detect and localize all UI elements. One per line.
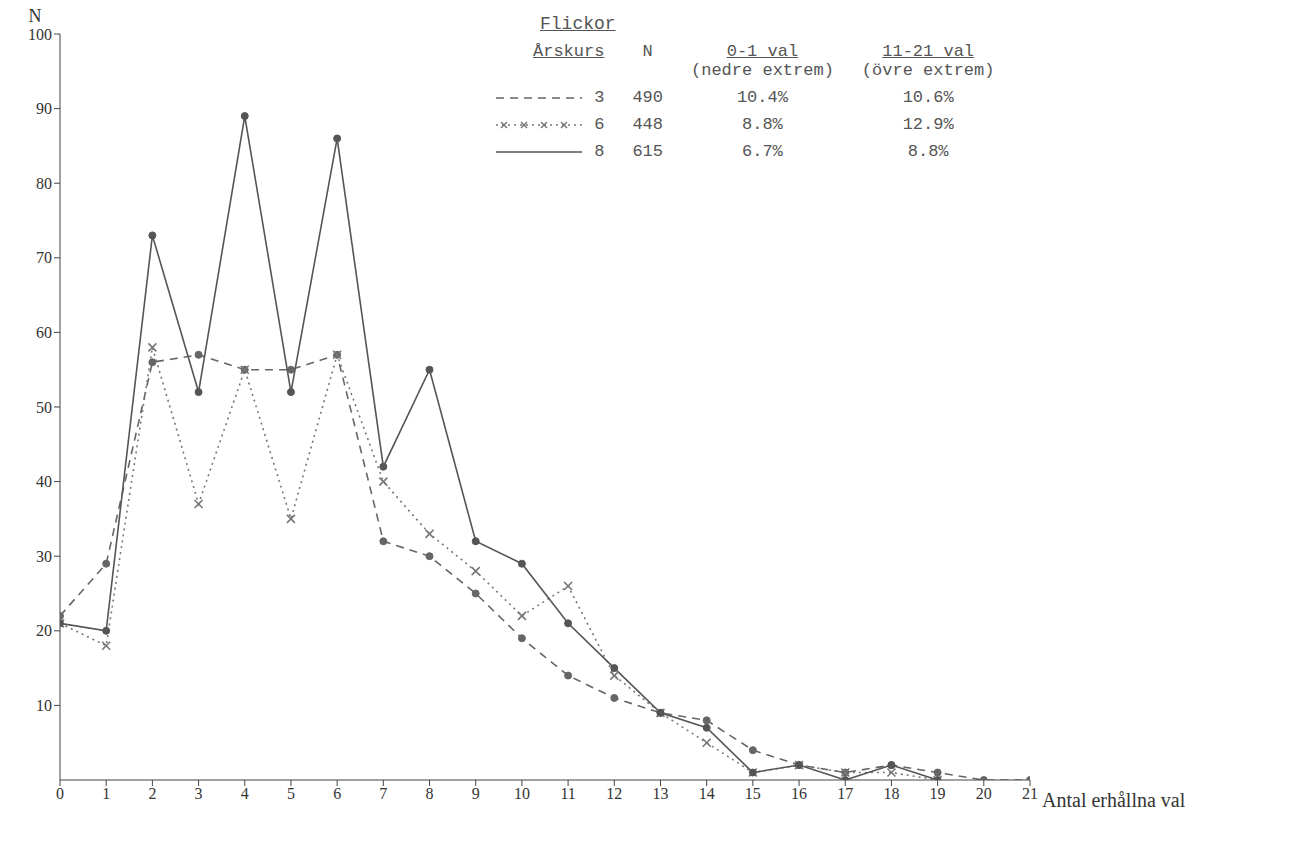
svg-text:20: 20	[36, 622, 52, 639]
svg-text:30: 30	[36, 548, 52, 565]
html-text:615: 615	[632, 142, 663, 161]
svg-text:6: 6	[333, 785, 341, 802]
html-text:8.8%: 8.8%	[907, 142, 949, 161]
html-text:0-1 val: 0-1 val	[726, 42, 799, 61]
svg-text:13: 13	[652, 785, 668, 802]
svg-text:8: 8	[426, 785, 434, 802]
html-text:10.4%: 10.4%	[736, 88, 788, 107]
svg-text:14: 14	[699, 785, 715, 802]
html-text:(nedre extrem): (nedre extrem)	[691, 61, 834, 80]
html-text:490: 490	[632, 88, 663, 107]
html-text:8.8%: 8.8%	[742, 115, 783, 134]
svg-text:100: 100	[28, 26, 52, 43]
svg-text:Antal erhållna val: Antal erhållna val	[1042, 789, 1186, 811]
svg-text:0: 0	[56, 785, 64, 802]
svg-text:12: 12	[606, 785, 622, 802]
svg-text:15: 15	[745, 785, 761, 802]
svg-text:1: 1	[102, 785, 110, 802]
svg-text:11: 11	[560, 785, 575, 802]
svg-text:80: 80	[36, 175, 52, 192]
svg-text:N: N	[29, 6, 42, 26]
svg-text:10: 10	[36, 697, 52, 714]
html-text:6: 6	[594, 115, 605, 134]
svg-text:2: 2	[148, 785, 156, 802]
svg-text:5: 5	[287, 785, 295, 802]
svg-text:3: 3	[195, 785, 203, 802]
svg-text:9: 9	[472, 785, 480, 802]
svg-text:60: 60	[36, 324, 52, 341]
html-text:11-21 val: 11-21 val	[882, 42, 975, 61]
svg-text:16: 16	[791, 785, 807, 802]
svg-text:70: 70	[36, 249, 52, 266]
svg-text:50: 50	[36, 399, 52, 416]
html-text:(övre extrem): (övre extrem)	[861, 61, 995, 80]
svg-text:90: 90	[36, 100, 52, 117]
svg-text:7: 7	[379, 785, 387, 802]
html-text:3: 3	[594, 88, 605, 107]
html-text:12.9%: 12.9%	[902, 115, 954, 134]
html-text:10.6%: 10.6%	[902, 88, 954, 107]
html-text:Årskurs: Årskurs	[533, 42, 605, 61]
svg-text:17: 17	[837, 785, 853, 802]
svg-text:4: 4	[241, 785, 249, 802]
html-text:N: N	[642, 42, 653, 61]
svg-text:19: 19	[930, 785, 946, 802]
html-text:Flickor: Flickor	[540, 14, 616, 34]
svg-text:10: 10	[514, 785, 530, 802]
svg-text:21: 21	[1022, 785, 1038, 802]
svg-text:20: 20	[976, 785, 992, 802]
svg-text:18: 18	[883, 785, 899, 802]
html-text:6.7%: 6.7%	[742, 142, 783, 161]
html-text:8: 8	[594, 142, 605, 161]
html-text:448: 448	[632, 115, 663, 134]
svg-text:40: 40	[36, 473, 52, 490]
